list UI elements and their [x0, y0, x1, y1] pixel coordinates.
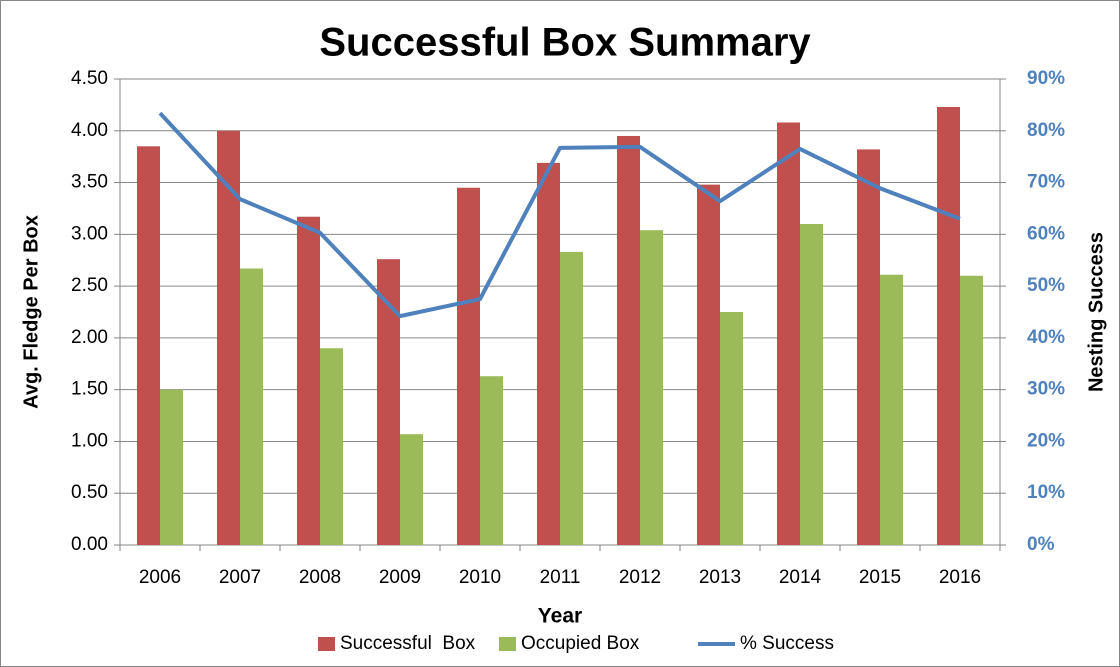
bar — [960, 275, 983, 545]
y2-tick-label: 10% — [1027, 482, 1065, 503]
bar — [720, 312, 743, 545]
x-tick-label: 2009 — [379, 567, 421, 588]
y-tick-label: 3.50 — [71, 172, 108, 193]
bar — [800, 223, 823, 545]
bar — [240, 268, 263, 545]
y-tick-label: 2.50 — [71, 275, 108, 296]
legend-label: % Success — [740, 633, 834, 654]
y-tick-label: 4.00 — [71, 120, 108, 141]
y2-tick-label: 60% — [1027, 223, 1065, 244]
y2-tick-label: 70% — [1027, 172, 1065, 193]
bar — [857, 149, 880, 545]
y2-tick-label: 50% — [1027, 275, 1065, 296]
line — [158, 111, 961, 319]
y2-tick-label: 30% — [1027, 379, 1065, 400]
x-tick-label: 2007 — [219, 567, 261, 588]
x-tick-label: 2014 — [779, 567, 822, 588]
legend-label: Successful Box — [340, 633, 476, 654]
y-tick-label: 0.50 — [71, 482, 108, 503]
x-tick-label: 2011 — [540, 567, 581, 588]
bar — [320, 348, 343, 545]
bar — [777, 122, 800, 545]
legend-swatch — [318, 637, 335, 651]
bar — [937, 106, 960, 546]
x-tick-label: 2008 — [299, 567, 341, 588]
bar — [217, 130, 240, 545]
y-axis-title: Avg. Fledge Per Box — [20, 215, 42, 409]
bar — [880, 274, 903, 545]
y2-tick-label: 20% — [1027, 430, 1065, 451]
legend-swatch — [499, 637, 516, 651]
bar — [560, 251, 583, 545]
legend-label: Occupied Box — [521, 633, 640, 654]
bar — [137, 146, 160, 546]
bar — [377, 259, 400, 545]
bar — [160, 389, 183, 545]
y2-tick-label: 90% — [1027, 68, 1065, 89]
bar — [457, 187, 480, 545]
chart-title: Successful Box Summary — [319, 21, 811, 65]
x-tick-label: 2010 — [459, 567, 501, 588]
x-tick-label: 2013 — [699, 567, 741, 588]
y-tick-label: 2.00 — [71, 327, 108, 348]
x-tick-label: 2015 — [859, 567, 901, 588]
y-tick-label: 1.50 — [71, 379, 108, 400]
bar — [297, 216, 320, 545]
y-tick-label: 0.00 — [71, 534, 108, 555]
bar — [617, 135, 640, 545]
bar — [480, 376, 503, 545]
y-tick-label: 3.00 — [71, 223, 108, 244]
x-tick-label: 2006 — [139, 567, 181, 588]
bar — [400, 434, 423, 545]
y2-tick-label: 0% — [1027, 534, 1055, 555]
x-axis-title: Year — [538, 605, 582, 628]
bar — [537, 162, 560, 545]
bar — [640, 230, 663, 546]
y2-axis-title: Nesting Success — [1085, 232, 1107, 392]
y2-tick-label: 40% — [1027, 327, 1065, 348]
x-tick-label: 2016 — [939, 567, 981, 588]
x-tick-label: 2012 — [619, 567, 661, 588]
y-tick-label: 4.50 — [71, 68, 108, 89]
bar — [697, 184, 720, 546]
y2-tick-label: 80% — [1027, 120, 1065, 141]
y-tick-label: 1.00 — [71, 430, 108, 451]
